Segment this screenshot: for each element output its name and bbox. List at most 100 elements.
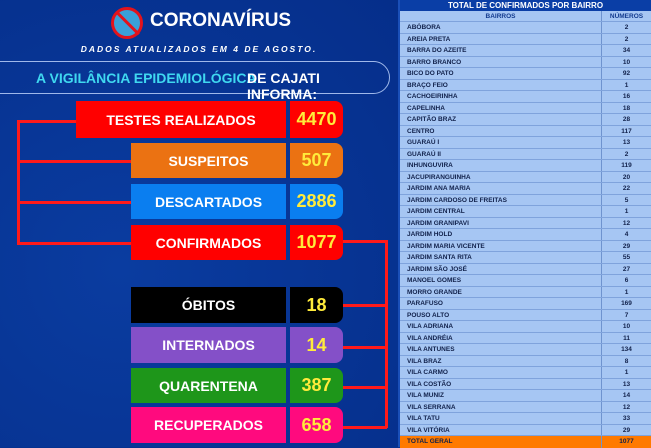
bairro-name: GUARAÚ I <box>400 137 602 148</box>
total-label: TOTAL GERAL <box>400 436 602 448</box>
connector-line <box>343 240 387 243</box>
bairro-name: VILA ANTUNES <box>400 344 602 355</box>
table-row: VILA BRAZ 8 <box>400 355 651 367</box>
table-row: VILA COSTÃO 13 <box>400 378 651 390</box>
stat-label-descartados: DESCARTADOS <box>131 184 286 219</box>
table-row: GUARAÚ II 2 <box>400 148 651 160</box>
table-row: VILA ANDRÉIA 11 <box>400 332 651 344</box>
bairro-name: AREIA PRETA <box>400 33 602 44</box>
bairro-name: JARDIM CARDOSO DE FREITAS <box>400 194 602 205</box>
stat-label-internados: INTERNADOS <box>131 327 286 363</box>
connector-line <box>17 160 131 163</box>
table-row: JACUPIRANGUINHA 20 <box>400 171 651 183</box>
stat-label-confirmados: CONFIRMADOS <box>131 225 286 260</box>
bairro-name: MANOEL GOMES <box>400 275 602 286</box>
table-row: VILA MUNIZ 14 <box>400 390 651 402</box>
stat-value: 4470 <box>290 101 343 138</box>
bairro-name: CAPELINHA <box>400 102 602 113</box>
bairro-count: 7 <box>624 311 629 319</box>
bairro-count: 13 <box>622 139 631 146</box>
total-value: 1077 <box>619 438 634 445</box>
table-row: CAPITÃO BRAZ 28 <box>400 114 651 126</box>
bairro-count: 12 <box>622 219 631 227</box>
bairro-count: 8 <box>624 357 629 365</box>
table-row: MORRO GRANDE 1 <box>400 286 651 298</box>
bairro-count: 6 <box>624 277 629 284</box>
table-row: JARDIM HOLD 4 <box>400 229 651 241</box>
table-row: JARDIM MARIA VICENTE 29 <box>400 240 651 252</box>
stat-label-quarentena: QUARENTENA <box>131 368 286 403</box>
bairro-count: 28 <box>622 116 631 123</box>
bairro-count: 117 <box>621 127 632 135</box>
table-row: PARAFUSO 169 <box>400 298 651 310</box>
bairro-count: 5 <box>624 196 629 204</box>
bairro-name: VILA ADRIANA <box>400 321 602 332</box>
connector-line <box>343 426 387 429</box>
bairro-name: CAPITÃO BRAZ <box>400 114 602 125</box>
bairro-count: 27 <box>622 265 631 273</box>
connector-line <box>343 386 387 389</box>
bairro-name: GUARAÚ II <box>400 148 602 159</box>
stat-label-recuperados: RECUPERADOS <box>131 407 286 443</box>
table-row: JARDIM CENTRAL 1 <box>400 206 651 218</box>
bairro-name: VILA CARMO <box>400 367 602 378</box>
bairro-name: JARDIM MARIA VICENTE <box>400 240 602 251</box>
table-row: CAPELINHA 18 <box>400 102 651 114</box>
connector-line <box>17 242 131 245</box>
bairro-name: JARDIM CENTRAL <box>400 206 602 217</box>
bairro-count: 2 <box>624 35 629 43</box>
bairro-count: 10 <box>622 323 631 330</box>
bairro-count: 11 <box>623 334 630 342</box>
stat-label-testes-realizados: TESTES REALIZADOS <box>76 101 286 138</box>
table-row: BARRA DO AZEITE 34 <box>400 45 651 57</box>
bairro-name: MORRO GRANDE <box>400 286 602 297</box>
infographic-panel: CORONAVÍRUS DADOS ATUALIZADOS EM 4 DE AG… <box>0 0 398 447</box>
banner-rest: DE CAJATI INFORMA: <box>247 70 320 102</box>
bairro-name: VILA BRAZ <box>400 355 602 366</box>
bairro-name: JARDIM HOLD <box>400 229 602 240</box>
table-row: GUARAÚ I 13 <box>400 137 651 149</box>
table-row: INHUNGUVIRA 119 <box>400 160 651 172</box>
connector-line <box>343 346 387 349</box>
connector-line <box>385 240 388 428</box>
bairro-name: VILA COSTÃO <box>400 378 602 389</box>
table-row: MANOEL GOMES 6 <box>400 275 651 287</box>
table-row: JARDIM CARDOSO DE FREITAS 5 <box>400 194 651 206</box>
bairro-name: JARDIM GRANIPAVI <box>400 217 602 228</box>
bairro-count: 14 <box>622 392 631 399</box>
title: CORONAVÍRUS <box>150 10 292 31</box>
bairro-name: BICO DO PATO <box>400 68 602 79</box>
table-row: JARDIM SANTA RITA 55 <box>400 252 651 264</box>
table-title: TOTAL DE CONFIRMADOS POR BAIRRO <box>447 1 604 10</box>
connector-line <box>17 120 20 244</box>
bairro-name: BARRA DO AZEITE <box>400 45 602 56</box>
stat-value: 507 <box>290 143 343 178</box>
bairro-count: 1 <box>624 369 629 376</box>
stat-value: 2886 <box>290 184 343 219</box>
stat-value: 14 <box>290 327 343 363</box>
connector-line <box>343 304 387 307</box>
subtitle: DADOS ATUALIZADOS EM 4 DE AGOSTO. <box>80 44 318 54</box>
bairro-name: CENTRO <box>400 125 602 136</box>
table-row: VILA ADRIANA 10 <box>400 321 651 333</box>
bairro-count: 13 <box>622 380 631 388</box>
table-row: VILA SERRANA 12 <box>400 401 651 413</box>
bairro-count: 34 <box>622 47 631 54</box>
table-row: VILA CARMO 1 <box>400 367 651 379</box>
table-row: BRAÇO FEIO 1 <box>400 79 651 91</box>
stat-value: 1077 <box>290 225 343 260</box>
stat-label-suspeitos: SUSPEITOS <box>131 143 286 178</box>
table-row: ABÓBORA 2 <box>400 22 651 34</box>
bairro-count: 55 <box>622 254 631 261</box>
bairro-name: CACHOEIRINHA <box>400 91 602 102</box>
table-row: JARDIM ANA MARIA 22 <box>400 183 651 195</box>
total-row: TOTAL GERAL 1077 <box>400 436 651 448</box>
bairro-name: JACUPIRANGUINHA <box>400 171 602 182</box>
bairro-name: VILA SERRANA <box>400 401 602 412</box>
bairro-name: ABÓBORA <box>400 22 602 33</box>
bairro-name: VILA ANDRÉIA <box>400 332 602 343</box>
stat-value: 658 <box>290 407 343 443</box>
bairro-count: 20 <box>622 173 631 181</box>
table-header: BAIRROS NÚMEROS <box>400 11 651 22</box>
stat-value: 18 <box>290 287 343 323</box>
